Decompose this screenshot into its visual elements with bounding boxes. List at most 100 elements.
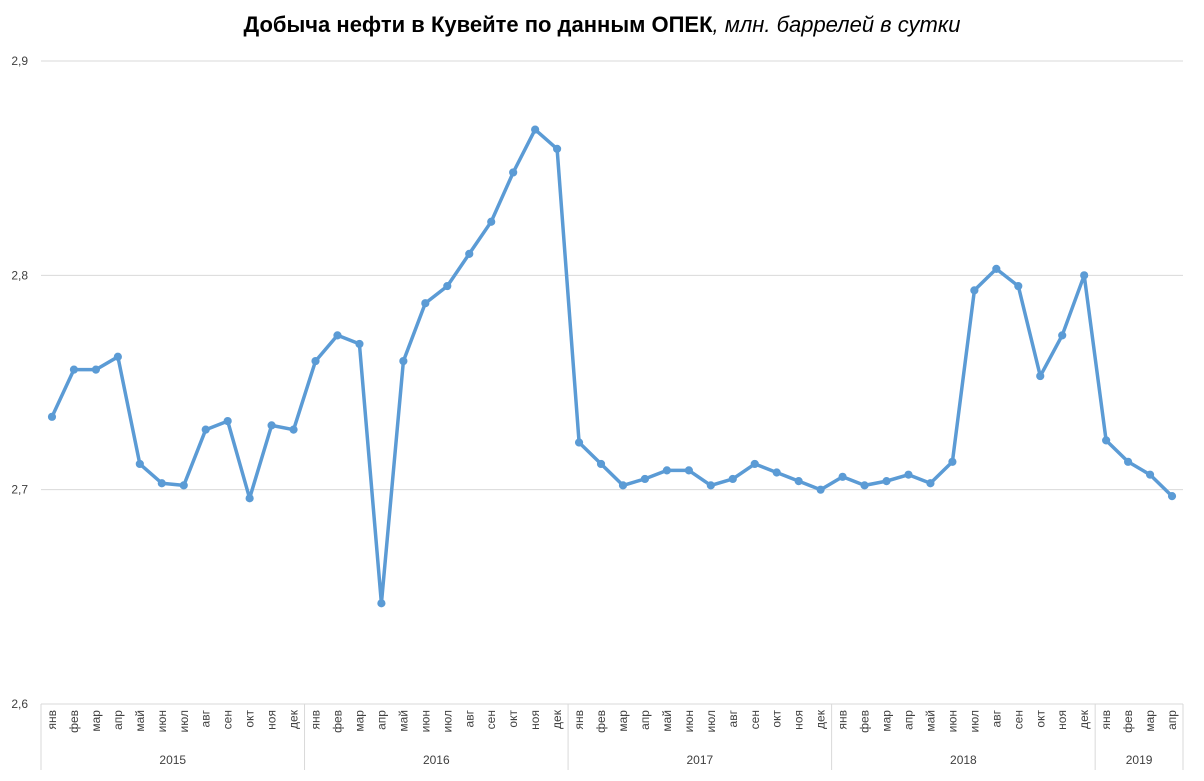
data-point <box>47 412 57 421</box>
y-tick-label: 2,8 <box>11 268 28 282</box>
data-point <box>574 438 584 447</box>
x-tick-label: янв <box>836 710 850 730</box>
data-point <box>1123 457 1133 466</box>
year-label: 2018 <box>950 753 977 767</box>
data-point <box>618 481 628 490</box>
x-tick-label: апр <box>638 710 652 730</box>
data-point <box>750 459 759 469</box>
data-point <box>245 494 254 503</box>
data-point <box>157 479 166 488</box>
x-tick-label: янв <box>309 710 323 730</box>
data-point <box>443 281 452 291</box>
data-point <box>333 331 342 340</box>
x-tick-label: сен <box>221 710 235 729</box>
data-point <box>355 339 364 349</box>
data-point <box>223 416 232 426</box>
data-point <box>509 168 518 177</box>
y-tick-label: 2,7 <box>11 483 28 497</box>
x-tick-label: янв <box>572 710 586 730</box>
x-tick-label: июн <box>418 710 432 732</box>
data-point <box>1145 470 1155 479</box>
x-tick-label: май <box>923 710 937 732</box>
x-tick-label: фев <box>330 710 344 733</box>
x-tick-label: июл <box>440 710 454 732</box>
x-tick-label: авг <box>462 709 476 727</box>
x-tick-label: окт <box>770 710 784 728</box>
data-point <box>706 481 715 490</box>
year-label: 2016 <box>423 753 450 767</box>
year-label: 2017 <box>686 753 713 767</box>
data-point <box>91 365 101 374</box>
data-point <box>421 299 430 308</box>
data-point <box>135 459 144 469</box>
x-tick-label: сен <box>1011 710 1025 729</box>
chart-title-unit: , млн. баррелей в сутки <box>712 12 961 37</box>
data-points <box>47 125 1177 608</box>
x-tick-label: янв <box>1099 710 1113 730</box>
year-label: 2015 <box>159 753 186 767</box>
x-tick-label: авг <box>726 709 740 727</box>
year-label: 2019 <box>1126 753 1153 767</box>
data-point <box>289 425 298 434</box>
y-tick-label: 2,6 <box>11 697 28 711</box>
data-point <box>531 125 540 134</box>
data-point <box>1102 436 1111 445</box>
x-tick-label: май <box>396 710 410 732</box>
data-point <box>816 485 825 494</box>
data-point <box>596 459 606 469</box>
data-point <box>662 466 672 475</box>
data-point <box>201 425 210 434</box>
data-point <box>487 217 496 226</box>
data-point <box>552 144 562 153</box>
data-point <box>882 476 891 486</box>
x-tick-label: ноя <box>265 710 279 730</box>
x-tick-label: май <box>133 710 147 732</box>
data-point <box>992 264 1001 274</box>
data-point <box>684 466 693 475</box>
x-tick-label: июн <box>945 710 959 732</box>
data-point <box>69 365 79 374</box>
x-tick-label: апр <box>1165 710 1179 730</box>
x-tick-label: мар <box>880 710 894 732</box>
x-tick-label: апр <box>374 710 388 730</box>
data-point <box>838 472 847 481</box>
data-point <box>1036 371 1045 381</box>
x-tick-label: дек <box>814 709 828 729</box>
x-tick-label: ноя <box>792 710 806 730</box>
x-tick-label: июл <box>177 710 191 732</box>
x-tick-label: фев <box>594 710 608 733</box>
data-point <box>926 479 935 488</box>
data-point <box>179 481 188 490</box>
series-line-group <box>50 127 1174 606</box>
x-tick-label: дек <box>1077 709 1091 729</box>
x-tick-label: ноя <box>1055 710 1069 730</box>
data-point <box>860 481 869 490</box>
data-point <box>1058 331 1067 340</box>
x-tick-label: сен <box>484 710 498 729</box>
data-point <box>948 457 957 466</box>
x-tick-label: июн <box>155 710 169 732</box>
data-point <box>640 474 650 484</box>
gridlines: 2,6 2,7 2,8 2,9 <box>11 54 1183 711</box>
x-tick-label: ноя <box>528 710 542 730</box>
x-tick-label: окт <box>1033 710 1047 728</box>
x-tick-label: фев <box>67 710 81 733</box>
x-tick-label: янв <box>45 710 59 730</box>
data-point <box>1080 271 1089 280</box>
data-point <box>465 249 474 258</box>
data-point <box>267 421 276 430</box>
x-tick-label: дек <box>287 709 301 729</box>
x-tick-label: апр <box>111 710 125 730</box>
x-tick-label: дек <box>550 709 564 729</box>
y-tick-label: 2,9 <box>11 54 28 68</box>
x-tick-label: сен <box>748 710 762 729</box>
x-axis: янв фев мар апр май июн июл авг сен окт ноя дек янв ф… <box>40 703 1184 770</box>
data-point <box>728 474 737 484</box>
data-point <box>1014 281 1023 291</box>
data-point <box>1167 491 1177 501</box>
x-tick-label: мар <box>1143 710 1157 732</box>
x-tick-label: мар <box>352 710 366 732</box>
x-tick-label: мар <box>89 710 103 732</box>
x-tick-label: мар <box>616 710 630 732</box>
